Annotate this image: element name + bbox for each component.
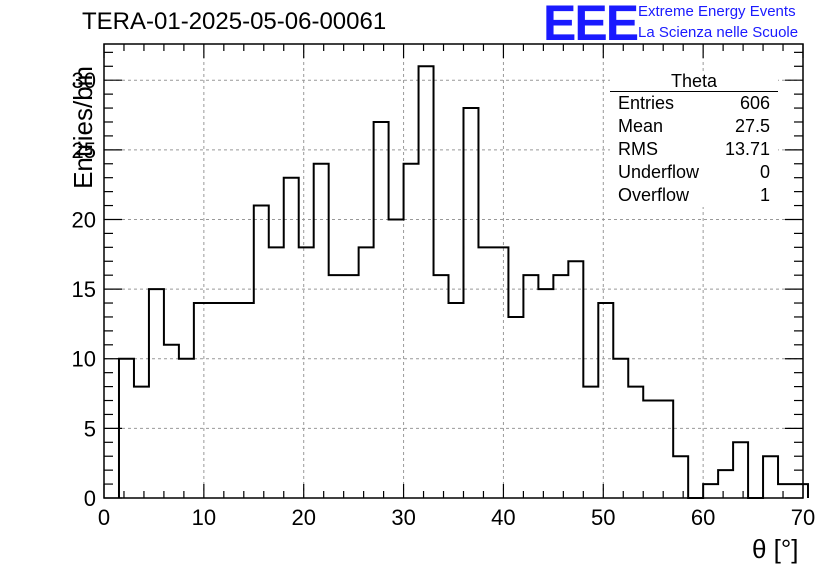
y-axis-label: Entries/bin [67, 66, 98, 189]
histogram-bin [224, 303, 239, 498]
x-tick-label: 30 [391, 505, 415, 530]
histogram-bin [404, 164, 419, 498]
stats-value: 0 [759, 162, 770, 182]
x-tick-label: 60 [691, 505, 715, 530]
org-tagline: La Scienza nelle Scuole [638, 24, 799, 41]
histogram-bin [314, 164, 329, 498]
stats-row-mean: Mean 27.5 [610, 115, 778, 138]
histogram-bin [508, 317, 523, 498]
stats-label: Mean [618, 116, 664, 136]
histogram-bin [703, 484, 718, 498]
y-tick-label: 15 [72, 277, 96, 302]
y-tick-label: 0 [84, 486, 96, 511]
histogram-bin [329, 275, 344, 498]
y-tick-label: 30 [72, 68, 96, 93]
histogram-bin [389, 219, 404, 498]
y-tick-label: 5 [84, 416, 96, 441]
y-tick-label: 10 [72, 347, 96, 372]
histogram-bin [299, 247, 314, 498]
histogram-bin [733, 442, 748, 498]
histogram-bin [658, 401, 673, 498]
x-tick-label: 40 [491, 505, 515, 530]
stats-row-overflow: Overflow 1 [610, 184, 778, 207]
histogram-bin [763, 456, 778, 498]
histogram-bin [374, 122, 389, 498]
stats-value: 1 [759, 185, 770, 205]
axis-ticks [103, 44, 804, 499]
histogram-bin [209, 303, 224, 498]
stats-box: Theta Entries 606 Mean 27.5 RMS 13.71 Un… [610, 72, 778, 207]
y-tick-label: 20 [72, 207, 96, 232]
histogram-bin [673, 456, 688, 498]
histogram-bin [284, 178, 299, 498]
histogram-bin [778, 484, 793, 498]
grid-lines [104, 44, 803, 498]
histogram-bin [419, 66, 434, 498]
histogram-bin [568, 261, 583, 498]
stats-value: 606 [739, 93, 770, 113]
stats-row-rms: RMS 13.71 [610, 138, 778, 161]
eee-logo: EEE [543, 0, 639, 51]
y-tick-label: 25 [72, 138, 96, 163]
histogram-bin [598, 303, 613, 498]
stats-label: Entries [618, 93, 675, 113]
histogram-bin [523, 275, 538, 498]
stats-label: RMS [618, 139, 658, 159]
histogram-bin [164, 345, 179, 498]
histogram-bin [359, 247, 374, 498]
histogram-bin [493, 247, 508, 498]
x-tick-label: 0 [98, 505, 110, 530]
x-tick-label: 70 [791, 505, 815, 530]
org-name: Extreme Energy Events [638, 3, 796, 20]
histogram-bin [793, 484, 808, 498]
stats-value: 27.5 [734, 116, 770, 136]
x-tick-label: 50 [591, 505, 615, 530]
histogram-bin [718, 470, 733, 498]
histogram-bin [553, 275, 568, 498]
stats-row-entries: Entries 606 [610, 92, 778, 115]
histogram-bin [134, 387, 149, 498]
histogram-bin [538, 289, 553, 498]
histogram-bin [269, 247, 284, 498]
histogram-bin [149, 289, 164, 498]
stats-title: Theta [610, 72, 778, 92]
stats-label: Overflow [618, 185, 690, 205]
histogram-bin [628, 387, 643, 498]
stats-value: 13.71 [724, 139, 770, 159]
histogram-bin [643, 401, 658, 498]
x-tick-label: 10 [192, 505, 216, 530]
x-tick-label: 20 [291, 505, 315, 530]
histogram-bin [478, 247, 493, 498]
stats-row-underflow: Underflow 0 [610, 161, 778, 184]
histogram-bin [463, 108, 478, 498]
histogram-bin [239, 303, 254, 498]
histogram-bin [194, 303, 209, 498]
histogram-bin [179, 359, 194, 498]
x-axis-label: θ [°] [752, 534, 799, 564]
histogram-bin [434, 275, 449, 498]
plot-frame [103, 43, 804, 499]
histogram-bin [583, 387, 598, 498]
histogram-bin [449, 303, 464, 498]
stats-label: Underflow [618, 162, 700, 182]
histogram-bin [344, 275, 359, 498]
chart-title: TERA-01-2025-05-06-00061 [82, 8, 387, 35]
axes [103, 43, 804, 499]
histogram-bin [254, 206, 269, 498]
